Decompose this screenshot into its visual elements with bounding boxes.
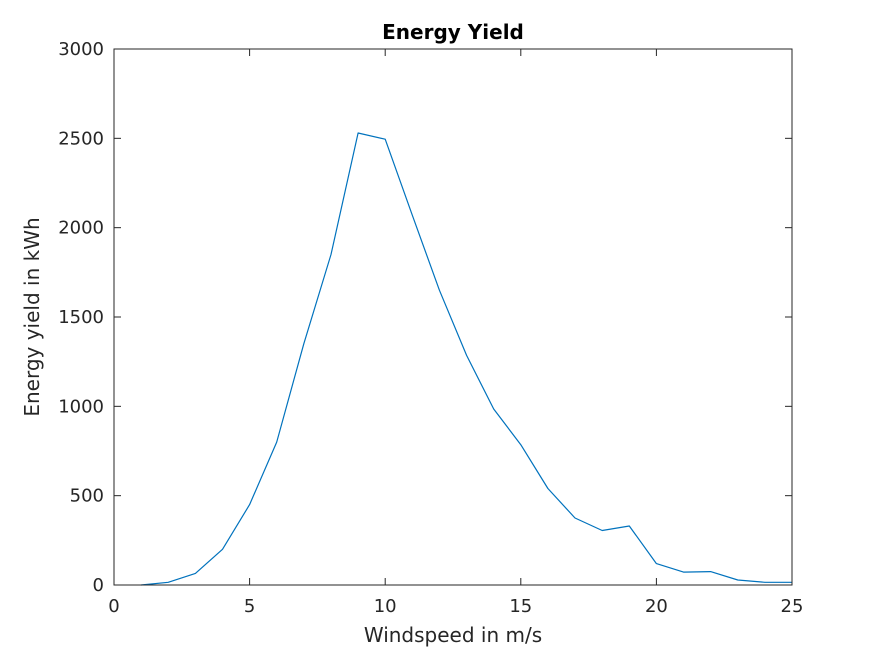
y-tick-label: 0 [93, 575, 104, 596]
x-tick-label: 5 [244, 596, 255, 617]
axes-box [113, 48, 793, 586]
y-tick-label: 1000 [58, 396, 104, 417]
chart-title: Energy Yield [382, 20, 524, 44]
x-tick-label: 10 [374, 596, 397, 617]
y-tick-label: 2000 [58, 218, 104, 239]
x-axis-label: Windspeed in m/s [364, 623, 542, 647]
x-tick-label: 20 [645, 596, 668, 617]
y-tick-label: 3000 [58, 39, 104, 60]
y-axis-label: Energy yield in kWh [20, 217, 44, 416]
axes-background [114, 49, 792, 585]
ticks-layer: 0 5 10 15 20 25 0 500 1000 1500 2000 2500 3000 [58, 39, 803, 617]
series-line [141, 132, 792, 586]
x-tick-label: 15 [509, 596, 532, 617]
x-tick-label: 0 [108, 596, 119, 617]
series-layer [141, 132, 792, 586]
y-tick-label: 2500 [58, 128, 104, 149]
y-tick-label: 500 [70, 486, 104, 507]
y-tick-label: 1500 [58, 307, 104, 328]
x-tick-label: 25 [781, 596, 804, 617]
